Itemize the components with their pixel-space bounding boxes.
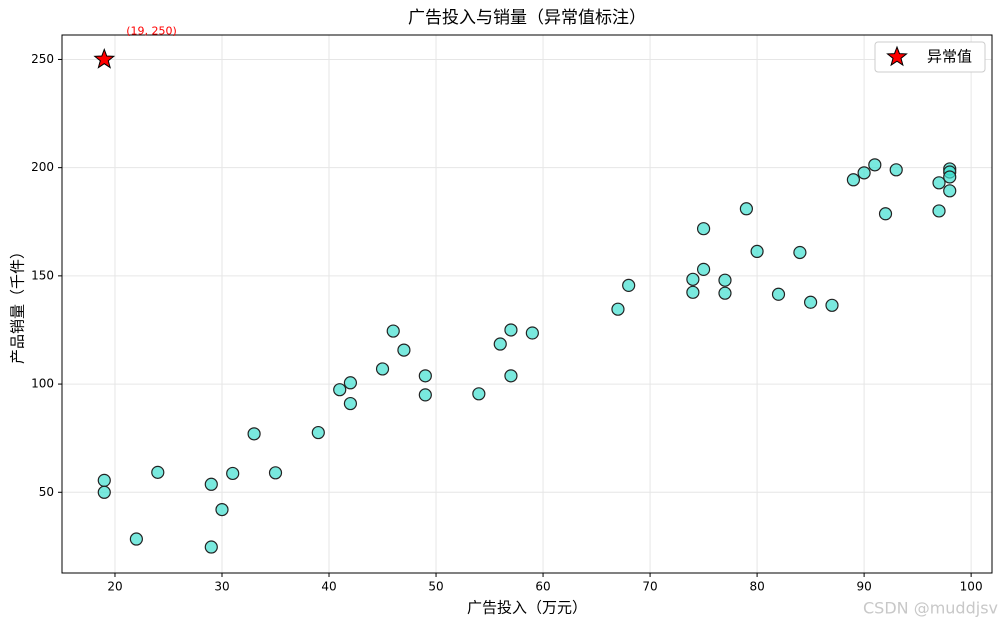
- scatter-point: [268, 466, 283, 480]
- watermark: CSDN @muddjsv: [863, 599, 998, 618]
- scatter-point: [418, 369, 432, 383]
- legend-label: 异常值: [927, 48, 972, 66]
- scatter-point: [696, 262, 711, 276]
- scatter-point: [151, 465, 165, 479]
- scatter-point: [932, 204, 946, 218]
- x-tick-label: 60: [535, 580, 550, 594]
- x-tick-label: 90: [856, 580, 871, 594]
- x-tick-label: 50: [428, 580, 443, 594]
- scatter-point: [696, 222, 711, 236]
- scatter-point: [525, 326, 539, 340]
- legend-marker: [886, 45, 908, 67]
- scatter-point: [129, 532, 143, 546]
- scatter-point: [97, 473, 111, 487]
- scatter-point: [343, 376, 358, 390]
- scatter-point: [226, 466, 240, 481]
- x-tick-label: 100: [960, 580, 983, 594]
- scatter-point: [472, 387, 486, 401]
- scatter-point: [247, 427, 261, 441]
- scatter-point: [889, 163, 903, 177]
- scatter-point: [504, 323, 518, 337]
- scatter-point: [397, 343, 411, 357]
- scatter-point: [878, 207, 893, 221]
- scatter-point: [215, 502, 229, 517]
- scatter-point: [750, 244, 764, 259]
- scatter-point: [686, 272, 700, 286]
- scatter-point: [718, 273, 732, 287]
- outlier-point: [93, 48, 116, 69]
- y-tick-label: 50: [39, 485, 54, 499]
- scatter-point: [686, 285, 700, 299]
- scatter-point: [204, 477, 218, 491]
- y-tick-label: 200: [31, 160, 54, 174]
- scatter-point: [343, 396, 358, 411]
- plot-frame: [61, 34, 993, 574]
- y-tick-label: 250: [31, 52, 54, 66]
- scatter-point: [793, 245, 807, 260]
- scatter-point: [771, 287, 786, 301]
- scatter-point: [504, 369, 518, 383]
- y-tick-label: 100: [31, 377, 54, 391]
- scatter-point: [804, 295, 818, 309]
- chart-title: 广告投入与销量（异常值标注）: [408, 8, 646, 28]
- scatter-point: [493, 337, 507, 351]
- x-tick-label: 20: [107, 580, 122, 594]
- scatter-point: [386, 324, 400, 338]
- annotation: (19, 250): [126, 24, 177, 37]
- scatter-point: [611, 302, 625, 316]
- scatter-point: [943, 184, 957, 198]
- y-tick-label: 150: [31, 268, 54, 282]
- scatter-point: [97, 485, 111, 499]
- scatter-point: [857, 166, 871, 180]
- scatter-point: [868, 158, 882, 172]
- x-tick-label: 30: [214, 580, 229, 594]
- scatter-point: [739, 202, 753, 216]
- x-tick-label: 80: [749, 580, 764, 594]
- scatter-point: [333, 383, 347, 397]
- scatter-point: [204, 540, 218, 554]
- scatter-point: [943, 170, 957, 184]
- y-axis-label: 产品销量（千件）: [9, 244, 27, 364]
- scatter-point: [375, 362, 390, 376]
- scatter-point: [718, 286, 732, 300]
- x-tick-label: 40: [321, 580, 336, 594]
- scatter-point: [932, 176, 946, 190]
- x-tick-label: 70: [642, 580, 657, 594]
- x-axis-label: 广告投入（万元）: [467, 599, 587, 617]
- scatter-point: [622, 278, 636, 292]
- scatter-point: [825, 298, 839, 312]
- scatter-point: [311, 425, 325, 440]
- scatter-point: [846, 173, 861, 187]
- scatter-point: [418, 388, 432, 402]
